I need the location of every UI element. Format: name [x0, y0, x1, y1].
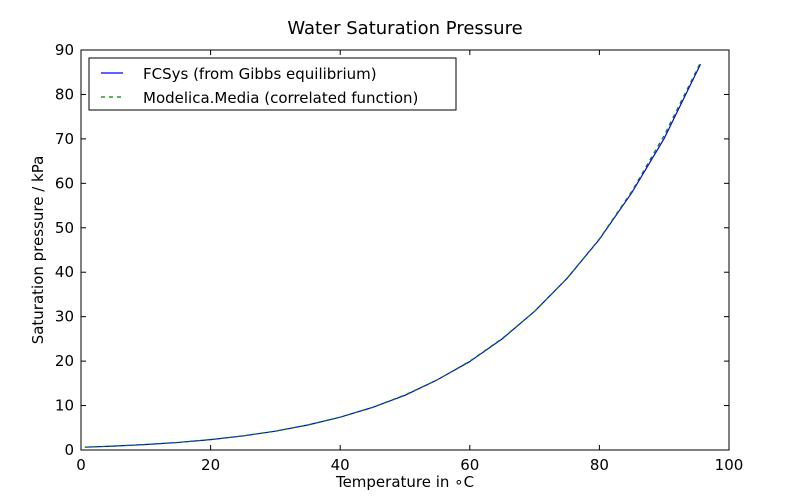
- x-tick-label: 40: [331, 456, 350, 474]
- series-layer: [84, 62, 702, 448]
- x-axis-label: Temperature in ∘C: [335, 473, 474, 491]
- y-tick-label: 50: [55, 219, 74, 237]
- x-tick-label: 20: [201, 456, 220, 474]
- plot-frame: [80, 49, 730, 451]
- y-tick-label: 10: [55, 397, 74, 415]
- legend-entry-modelica: Modelica.Media (correlated function): [143, 89, 418, 107]
- ticks-layer: 0 20 40 60 80 100 0 10 20 30 40 50 60 70 80 90: [55, 41, 743, 474]
- legend-box: [88, 57, 457, 111]
- x-tick-label: 0: [76, 456, 86, 474]
- x-tick-label: 100: [715, 456, 744, 474]
- y-tick-label: 30: [55, 308, 74, 326]
- y-axis-label: Saturation pressure / kPa: [29, 156, 47, 345]
- y-tick-label: 70: [55, 130, 74, 148]
- x-tick-label: 60: [460, 456, 479, 474]
- legend-entry-fcsys: FCSys (from Gibbs equilibrium): [143, 65, 377, 83]
- y-tick-label: 80: [55, 85, 74, 103]
- legend: FCSys (from Gibbs equilibrium) Modelica.…: [88, 57, 457, 111]
- y-tick-label: 60: [55, 174, 74, 192]
- series-line-1: [84, 62, 702, 448]
- y-tick-label: 0: [64, 441, 74, 459]
- chart-title: Water Saturation Pressure: [287, 18, 522, 39]
- y-tick-label: 90: [55, 41, 74, 59]
- y-tick-label: 20: [55, 352, 74, 370]
- y-tick-label: 40: [55, 263, 74, 281]
- x-tick-label: 80: [590, 456, 609, 474]
